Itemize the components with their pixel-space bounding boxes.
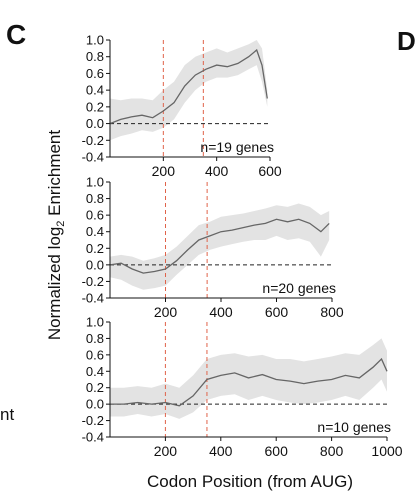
x-tick-label: 600	[265, 443, 289, 459]
y-tick-label: 0.4	[86, 83, 104, 98]
gene-count-annotation: n=19 genes	[200, 139, 274, 155]
x-axis-label: Codon Position (from AUG)	[147, 472, 353, 491]
panel-letter: C	[6, 19, 26, 50]
y-tick-label: 1.0	[86, 315, 104, 330]
side-text-fragment: nt	[0, 405, 14, 424]
x-tick-label: 200	[154, 304, 178, 320]
subplot-n10: 1.00.80.6 0.40.2 0.0-0.2 -0.4 200 400 600 800 10…	[82, 315, 403, 460]
subplot-n19: 1.00.8 0.6 0.40.2 0.0 -0.2 -0.4 200 400 600 n=19 …	[82, 33, 282, 180]
x-tick-label: 1000	[371, 443, 402, 459]
y-tick-label: 0.6	[86, 208, 104, 223]
y-tick-label: -0.4	[82, 291, 104, 306]
y-tick-label: 0.0	[86, 397, 104, 412]
y-axis-label-main: Normalized log	[45, 227, 64, 340]
y-tick-label: 0.2	[86, 99, 104, 114]
y-axis-label-subscript: 2	[55, 221, 67, 227]
y-tick-label: 0.8	[86, 331, 104, 346]
x-tick-label: 400	[205, 163, 229, 179]
x-tick-label: 200	[152, 163, 176, 179]
y-axis-label: Normalized log2 Enrichment	[45, 130, 67, 340]
y-tick-label: 0.8	[86, 49, 104, 64]
subplot-n20: 1.00.8 0.60.4 0.20.0 -0.2 -0.4 200 400 600 800 n=…	[82, 175, 344, 321]
y-tick-label: 0.0	[86, 116, 104, 131]
gene-count-annotation: n=20 genes	[262, 280, 336, 296]
y-tick-label: 0.8	[86, 191, 104, 206]
y-tick-label: 0.2	[86, 380, 104, 395]
confidence-band	[110, 203, 330, 290]
x-tick-label: 200	[154, 443, 178, 459]
next-panel-letter: D	[397, 26, 416, 56]
x-tick-label: 800	[320, 304, 344, 320]
y-tick-label: -0.2	[82, 413, 104, 428]
series-mean-line	[110, 357, 388, 407]
x-tick-label: 600	[265, 304, 289, 320]
y-tick-label: 0.2	[86, 241, 104, 256]
y-tick-label: -0.4	[82, 430, 104, 445]
confidence-band	[110, 338, 387, 419]
y-tick-label: 0.6	[86, 347, 104, 362]
gene-count-annotation: n=10 genes	[317, 419, 391, 435]
x-tick-label: 400	[209, 443, 233, 459]
series-mean-line	[109, 48, 268, 125]
x-tick-label: 400	[209, 304, 233, 320]
y-tick-label: -0.2	[82, 274, 104, 289]
y-axis-label-end: Enrichment	[45, 130, 64, 221]
confidence-band	[110, 40, 268, 141]
y-tick-label: 0.4	[86, 364, 104, 379]
y-tick-label: 0.0	[86, 257, 104, 272]
x-tick-label: 600	[258, 163, 282, 179]
x-tick-label: 800	[320, 443, 344, 459]
y-tick-label: 1.0	[86, 175, 104, 190]
y-tick-label: 1.0	[86, 33, 104, 48]
y-tick-label: 0.4	[86, 224, 104, 239]
y-tick-label: -0.2	[82, 133, 104, 148]
series-mean-line	[109, 218, 330, 274]
y-tick-label: -0.4	[82, 150, 104, 165]
y-tick-label: 0.6	[86, 66, 104, 81]
